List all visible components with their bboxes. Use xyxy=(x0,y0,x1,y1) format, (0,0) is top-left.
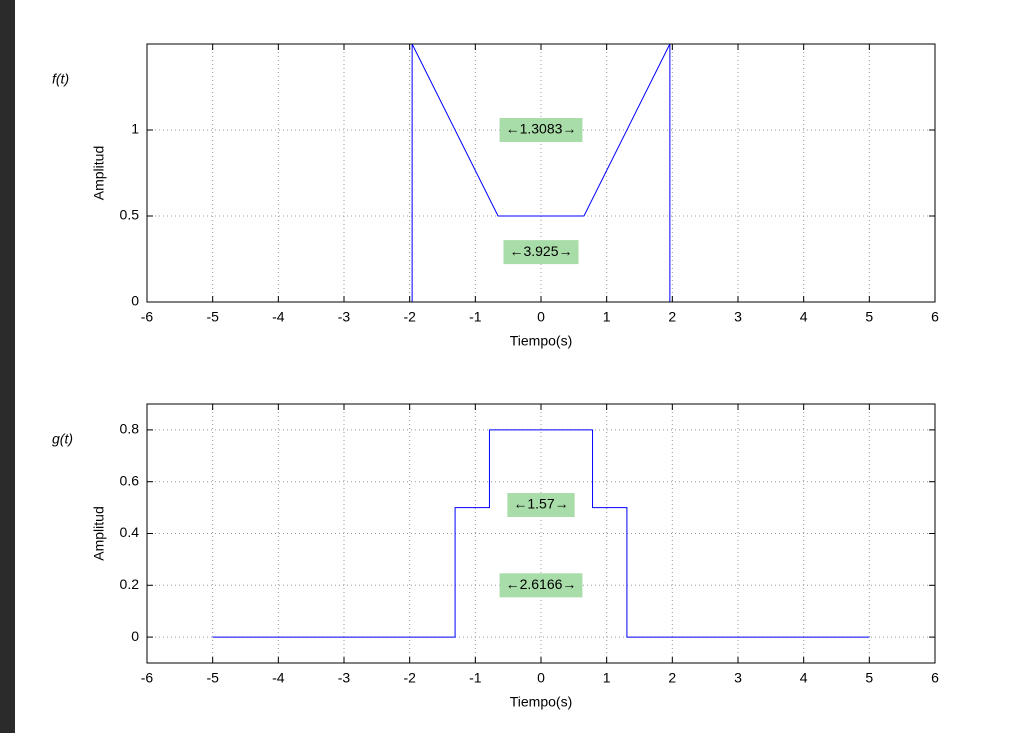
x-tick-label: -1 xyxy=(469,670,482,686)
annotation-box xyxy=(499,573,583,598)
x-tick-label: -3 xyxy=(338,309,351,325)
x-tick-label: 4 xyxy=(800,670,808,686)
x-tick-label: -5 xyxy=(206,670,219,686)
annotation-box xyxy=(499,118,583,142)
x-tick-label: 2 xyxy=(668,309,676,325)
x-axis-label: Tiempo(s) xyxy=(510,694,573,710)
axes-box xyxy=(146,43,936,303)
x-tick-label: 3 xyxy=(734,309,742,325)
x-tick-label: -3 xyxy=(338,670,351,686)
annotation-box xyxy=(507,493,575,518)
annotation-box xyxy=(503,240,579,265)
annotation: ←1.3083→ xyxy=(506,121,577,137)
y-tick-label: 0.8 xyxy=(120,421,140,437)
y-tick-label: 1 xyxy=(131,121,139,137)
x-tick-label: -1 xyxy=(469,309,482,325)
x-tick-label: 1 xyxy=(603,670,611,686)
annotation: ←1.57→ xyxy=(513,496,568,512)
y-tick-label: 0 xyxy=(131,293,139,309)
x-tick-label: 0 xyxy=(537,670,545,686)
side-label: f(t) xyxy=(52,71,69,87)
annotation: ←2.6166→ xyxy=(506,576,577,592)
x-tick-label: -6 xyxy=(141,670,154,686)
x-tick-label: -2 xyxy=(403,309,416,325)
x-tick-label: 6 xyxy=(931,309,939,325)
x-tick-label: -5 xyxy=(206,309,219,325)
x-tick-label: 1 xyxy=(603,309,611,325)
window-edge xyxy=(0,0,15,733)
axes-box xyxy=(146,403,936,664)
y-tick-label: 0.6 xyxy=(120,472,140,488)
x-axis-label: Tiempo(s) xyxy=(510,333,573,349)
x-tick-label: -4 xyxy=(272,309,285,325)
data-line xyxy=(212,429,870,638)
y-tick-label: 0.4 xyxy=(120,524,140,540)
side-label: g(t) xyxy=(52,431,73,447)
data-line xyxy=(411,43,671,302)
y-axis-label: Amplitud xyxy=(91,146,107,200)
y-tick-label: 0 xyxy=(131,628,139,644)
x-tick-label: -6 xyxy=(141,309,154,325)
x-tick-label: 5 xyxy=(865,670,873,686)
x-tick-label: 5 xyxy=(865,309,873,325)
x-tick-label: 4 xyxy=(800,309,808,325)
x-tick-label: 2 xyxy=(668,670,676,686)
y-tick-label: 0.2 xyxy=(120,576,140,592)
x-tick-label: -2 xyxy=(403,670,416,686)
x-tick-label: 3 xyxy=(734,670,742,686)
x-tick-label: -4 xyxy=(272,670,285,686)
x-tick-label: 0 xyxy=(537,309,545,325)
y-tick-label: 0.5 xyxy=(120,207,140,223)
y-axis-label: Amplitud xyxy=(91,506,107,560)
annotation: ←3.925→ xyxy=(509,243,572,259)
x-tick-label: 6 xyxy=(931,670,939,686)
